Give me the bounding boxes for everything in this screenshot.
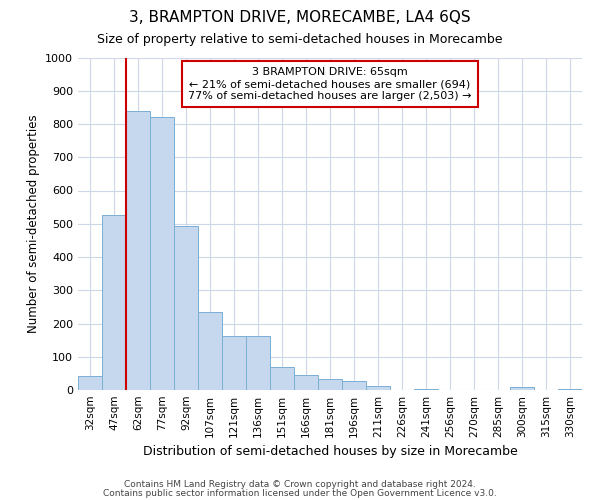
Bar: [318, 379, 342, 390]
Bar: [126, 112, 150, 390]
Bar: [174, 226, 198, 390]
Bar: [342, 381, 366, 390]
Bar: [414, 388, 438, 390]
Y-axis label: Number of semi-detached properties: Number of semi-detached properties: [26, 114, 40, 333]
X-axis label: Distribution of semi-detached houses by size in Morecambe: Distribution of semi-detached houses by …: [143, 446, 517, 458]
Text: Contains HM Land Registry data © Crown copyright and database right 2024.: Contains HM Land Registry data © Crown c…: [124, 480, 476, 489]
Bar: [78, 376, 102, 390]
Bar: [510, 388, 534, 390]
Text: Size of property relative to semi-detached houses in Morecambe: Size of property relative to semi-detach…: [97, 32, 503, 46]
Bar: [366, 386, 390, 390]
Bar: [246, 336, 270, 390]
Bar: [222, 336, 246, 390]
Bar: [294, 375, 318, 390]
Bar: [150, 118, 174, 390]
Bar: [102, 215, 126, 390]
Text: 3, BRAMPTON DRIVE, MORECAMBE, LA4 6QS: 3, BRAMPTON DRIVE, MORECAMBE, LA4 6QS: [129, 10, 471, 25]
Bar: [270, 366, 294, 390]
Text: 3 BRAMPTON DRIVE: 65sqm
← 21% of semi-detached houses are smaller (694)
77% of s: 3 BRAMPTON DRIVE: 65sqm ← 21% of semi-de…: [188, 68, 472, 100]
Bar: [198, 312, 222, 390]
Text: Contains public sector information licensed under the Open Government Licence v3: Contains public sector information licen…: [103, 489, 497, 498]
